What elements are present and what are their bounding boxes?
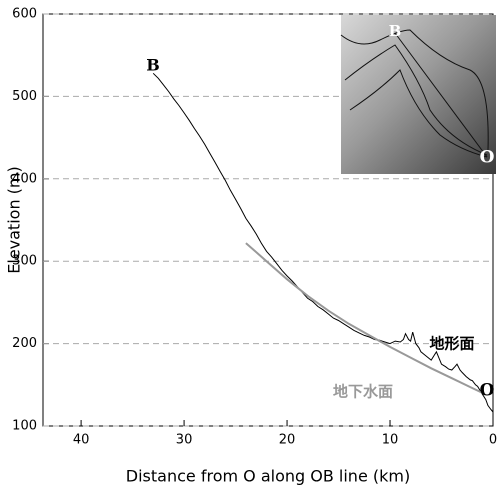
y-tick-label: 300 — [12, 254, 37, 269]
inset-background — [341, 15, 496, 174]
y-tick-label: 400 — [12, 171, 37, 186]
y-tick-label: 200 — [12, 336, 37, 351]
inset-map: B O — [341, 15, 496, 174]
series-annotation: 地形面 — [429, 335, 474, 353]
y-tick-label: 600 — [12, 7, 37, 22]
y-tick-label: 500 — [12, 89, 37, 104]
x-tick-label: 10 — [382, 433, 399, 448]
inset-label: B — [389, 22, 402, 40]
inset-label: O — [480, 148, 495, 168]
x-tick-label: 30 — [176, 433, 193, 448]
x-axis-label: Distance from O along OB line (km) — [126, 467, 410, 486]
series-annotation: 地下水面 — [333, 383, 393, 401]
x-tick-label: 20 — [279, 433, 296, 448]
point-label: O — [480, 381, 495, 401]
chart: Distance from O along OB line (km) Eleva… — [0, 0, 498, 489]
y-tick-label: 100 — [12, 419, 37, 434]
point-label: B — [146, 56, 160, 75]
x-tick-label: 0 — [489, 433, 497, 448]
series-line — [246, 243, 483, 393]
x-tick-label: 40 — [73, 433, 90, 448]
